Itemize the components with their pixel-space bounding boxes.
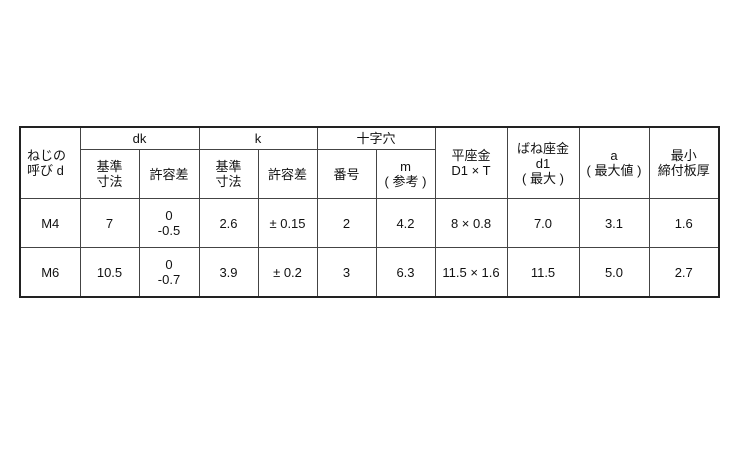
header-cross-recess: 十字穴 [316,126,436,150]
header-text: ( 最大値 ) [586,163,642,178]
cell-flat-washer: 8 × 0.8 [434,198,508,248]
cell-text: -0.5 [157,223,181,238]
header-text: 平座金 [451,148,491,163]
header-dk-tol: 許容差 [138,149,200,199]
header-k-basic: 基準 寸法 [198,149,259,199]
header-text: ( 参考 ) [384,174,427,189]
header-k-tol: 許容差 [257,149,318,199]
header-text: ( 最大 ) [522,170,564,186]
cell-a: 3.1 [578,198,650,248]
cell-k: 2.6 [198,198,259,248]
header-flat-washer: 平座金 D1 × T [434,126,508,199]
cell-spring-washer: 7.0 [506,198,580,248]
cell-dk: 7 [79,198,140,248]
cell-dk-tol: 0 -0.7 [138,247,200,298]
header-text: 基準 [96,159,123,174]
cell-spring-washer: 11.5 [506,247,580,298]
header-text: 最小 [670,148,697,163]
header-dk: dk [79,126,200,150]
header-spring-washer: ばね座金 d1( 最大 ) [506,126,580,199]
header-dk-basic: 基準 寸法 [79,149,140,199]
header-text: a [610,148,618,163]
header-min-thickness: 最小 締付板厚 [648,126,720,199]
cell-d: M6 [19,247,81,298]
header-text: m [400,159,411,174]
cell-recess-m: 4.2 [375,198,436,248]
header-text: 寸法 [215,174,242,189]
header-text: 呼び d [27,163,64,178]
cell-k-tol: ± 0.15 [257,198,318,248]
header-text: D1 × T [451,163,491,178]
header-text: 締付板厚 [657,163,710,178]
cell-dk-tol: 0 -0.5 [138,198,200,248]
cell-recess-m: 6.3 [375,247,436,298]
cell-text: 0 [165,208,173,223]
header-a: a( 最大値 ) [578,126,650,199]
cell-min-thickness: 2.7 [648,247,720,298]
cell-d: M4 [19,198,81,248]
table-row: M4 7 0 -0.5 2.6 ± 0.15 2 4.2 8 × 0.8 7.0 … [19,198,720,248]
header-text: d1 [535,155,551,171]
header-text: 基準 [215,159,242,174]
header-text: 寸法 [96,174,123,189]
cell-dk: 10.5 [79,247,140,298]
spec-table: ねじの 呼び d dk k 十字穴 平座金 D1 × T ばね座金 d1( 最大 ) … [19,126,720,298]
cell-k-tol: ± 0.2 [257,247,318,298]
cell-min-thickness: 1.6 [648,198,720,248]
cell-recess-no: 3 [316,247,377,298]
cell-text: 0 [165,257,173,272]
cell-recess-no: 2 [316,198,377,248]
header-text: ばね座金 [516,140,569,156]
cell-a: 5.0 [578,247,650,298]
cell-text: -0.7 [157,272,181,287]
header-recess-no: 番号 [316,149,377,199]
header-k: k [198,126,318,150]
cell-k: 3.9 [198,247,259,298]
table-row: M6 10.5 0 -0.7 3.9 ± 0.2 3 6.3 11.5 × 1.6… [19,247,720,298]
header-text: ねじの [27,148,67,163]
header-nominal: ねじの 呼び d [19,126,81,199]
cell-flat-washer: 11.5 × 1.6 [434,247,508,298]
header-recess-m: m( 参考 ) [375,149,436,199]
